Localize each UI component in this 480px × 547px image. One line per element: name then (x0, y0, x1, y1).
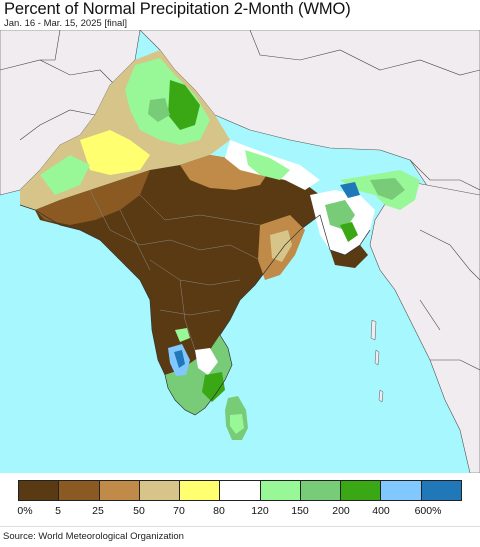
legend-labels: 0% 5 25 50 70 80 120 150 200 400 600% (0, 505, 480, 519)
legend-label-10: 600% (414, 505, 442, 517)
legend-label-1: 5 (55, 505, 61, 517)
legend-colorbar (18, 480, 462, 501)
date-range-subtitle: Jan. 16 - Mar. 15, 2025 [final] (4, 18, 128, 29)
page-title: Percent of Normal Precipitation 2-Month … (4, 0, 351, 18)
south-india-white (195, 348, 218, 375)
legend-swatch-5 (220, 481, 261, 500)
legend-swatch-9 (381, 481, 422, 500)
legend-label-9: 400 (372, 505, 390, 517)
legend-label-2: 25 (92, 505, 104, 517)
legend-label-4: 70 (173, 505, 185, 517)
legend-swatch-1 (59, 481, 100, 500)
nicobar-islands (378, 389, 384, 403)
coast-dark-strip (330, 245, 368, 268)
legend-swatch-7 (300, 481, 342, 500)
india-dry-northwest (35, 170, 150, 225)
legend-label-5: 80 (213, 505, 225, 517)
legend-swatch-6 (260, 481, 301, 500)
legend-swatch-10 (421, 481, 461, 500)
northeast-wetter (370, 178, 405, 200)
pakistan-wetter-patch (148, 98, 170, 122)
legend-label-3: 50 (133, 505, 145, 517)
kerala-deep-blue (174, 350, 185, 368)
pakistan-white-band (40, 155, 90, 195)
source-credit: Source: World Meteorological Organizatio… (0, 526, 480, 546)
region-south-india (165, 335, 232, 415)
legend-swatch-8 (341, 481, 382, 500)
deccan-green-spot (175, 328, 190, 342)
nepal-green (245, 150, 290, 180)
border-lines (0, 30, 480, 371)
pakistan-wet-north (168, 80, 200, 130)
india-slightly-below-east (270, 230, 292, 262)
legend-swatch-2 (99, 481, 140, 500)
state-boundaries (89, 189, 261, 351)
legend-label-7: 150 (291, 505, 309, 517)
legend-swatch-3 (139, 481, 181, 500)
bangladesh-wet (340, 222, 358, 242)
andaman-islands (370, 319, 380, 366)
precipitation-map (0, 30, 480, 473)
legend-swatch-4 (180, 481, 221, 500)
south-india-green (202, 372, 225, 402)
map-svg (0, 30, 480, 473)
sri-lanka-light (230, 414, 244, 434)
pakistan-yellow (80, 130, 150, 175)
bangladesh-green (325, 200, 355, 230)
northeast-blue (340, 182, 360, 198)
legend-label-0: 0% (17, 505, 33, 517)
india-outline (19, 204, 371, 416)
legend-label-8: 200 (332, 505, 350, 517)
legend-label-6: 120 (251, 505, 269, 517)
legend-swatch-0 (19, 481, 60, 500)
